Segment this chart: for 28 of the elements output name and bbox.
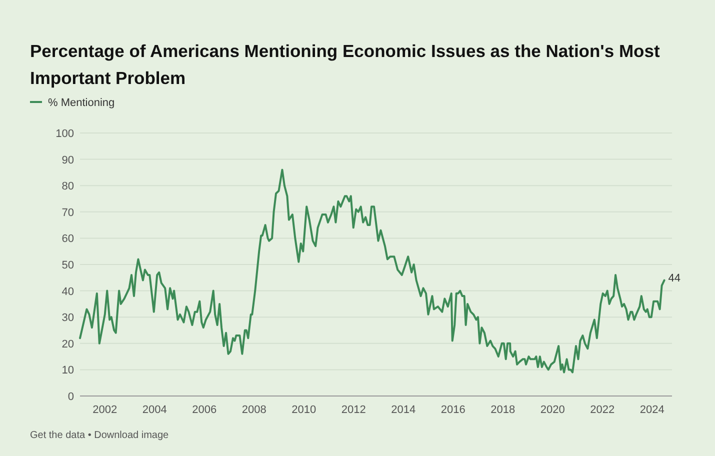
x-tick-label: 2004 xyxy=(142,404,167,416)
y-tick-label: 90 xyxy=(62,154,74,166)
y-tick-label: 100 xyxy=(56,128,74,140)
y-tick-label: 50 xyxy=(62,260,74,272)
y-tick-label: 20 xyxy=(62,338,74,350)
x-tick-label: 2006 xyxy=(192,404,217,416)
x-tick-label: 2024 xyxy=(640,404,664,416)
y-tick-label: 10 xyxy=(62,364,74,377)
y-tick-label: 40 xyxy=(62,286,74,298)
legend-label: % Mentioning xyxy=(48,97,115,109)
text: Get the data • Download image xyxy=(30,430,170,441)
x-tick-label: 2010 xyxy=(292,404,316,416)
x-tick-label: 2016 xyxy=(440,404,466,416)
chart-title: Percentage of Americans Mentioning Economic Issues as the Nation's Most Important Problem xyxy=(30,40,661,90)
x-tick-label: 2020 xyxy=(540,404,565,416)
y-tick-label: 80 xyxy=(62,180,74,193)
annotation: 44 xyxy=(668,272,681,284)
y-tick-label: 70 xyxy=(62,206,74,219)
x-tick-label: 2002 xyxy=(92,404,118,416)
y-tick-label: 60 xyxy=(62,233,74,246)
x-tick-label: 2008 xyxy=(242,404,266,416)
x-tick-label: 2014 xyxy=(391,404,416,416)
line-series xyxy=(79,168,666,374)
y-tick-label: 30 xyxy=(62,312,74,324)
x-tick-label: 2018 xyxy=(490,404,516,416)
x-tick-label: 2012 xyxy=(341,404,366,416)
x-tick-label: 2022 xyxy=(590,404,615,416)
y-tick-label: 0 xyxy=(68,391,74,403)
